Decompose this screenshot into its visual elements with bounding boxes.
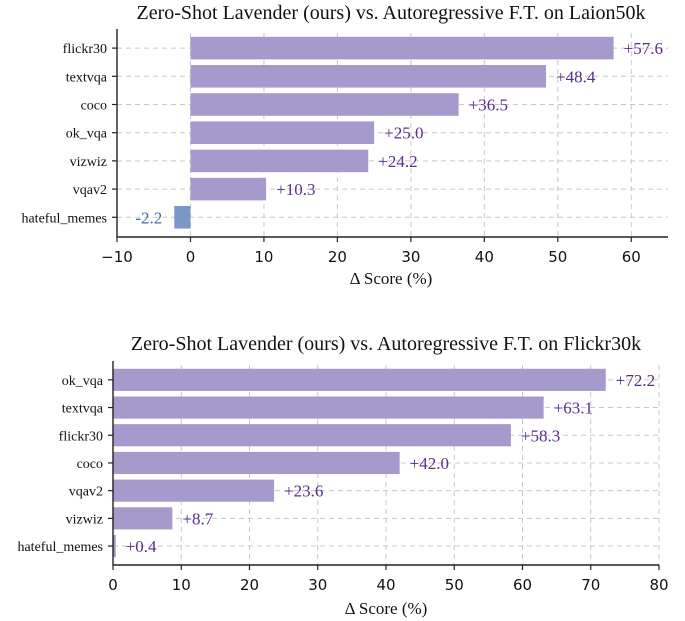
data-label: +25.0 [384,124,423,143]
data-label: +58.3 [521,426,560,445]
category-label: textvqa [62,402,104,417]
bar-textvqa [113,396,544,419]
x-tick-label: 10 [172,576,191,594]
bar-flickr30 [190,36,614,60]
x-tick-label: 30 [401,248,420,266]
category-label: ok_vqa [62,374,104,389]
data-labels: +72.2 +63.1 +58.3 +42.0 +23.6 +8.7 +0.4 [126,371,655,556]
category-label: coco [77,457,103,472]
x-tick-label: 0 [186,248,196,266]
bar-coco [190,93,459,116]
chart-title: Zero-Shot Lavender (ours) vs. Autoregres… [131,333,641,355]
bar-vqav2 [113,479,275,502]
bar-ok_vqa [113,368,606,391]
data-label: +57.6 [624,39,663,58]
data-label: +63.1 [554,399,593,418]
x-tick-label: 0 [108,576,118,594]
chart-title: Zero-Shot Lavender (ours) vs. Autoregres… [136,2,645,24]
x-tick-label: 20 [328,248,347,266]
x-tick-label: −10 [101,248,133,266]
x-tick-label: 50 [548,248,567,266]
category-label: ok_vqa [66,127,108,142]
bar-hateful_memes [113,534,116,558]
chart-laion50k: Zero-Shot Lavender (ours) vs. Autoregres… [21,2,668,288]
data-label: +48.4 [556,67,596,86]
category-label: flickr30 [59,429,103,444]
bars [113,368,606,558]
category-label: vizwiz [70,155,107,170]
data-label: +36.5 [469,96,508,115]
category-label: vqav2 [69,485,103,500]
x-tick-label: 20 [240,576,259,594]
x-axis-label: Δ Score (%) [345,599,428,618]
bar-hateful_memes [174,206,191,229]
category-label: flickr30 [63,42,107,57]
x-tick-label: 10 [254,248,273,266]
x-tick-labels: 0 10 20 30 40 50 60 70 80 [108,565,669,594]
bar-vizwiz [190,149,369,173]
data-label: +24.2 [378,152,417,171]
category-label: vizwiz [66,512,103,527]
x-tick-label: 30 [308,576,327,594]
x-tick-label: 70 [581,576,600,594]
data-label: +8.7 [182,509,213,528]
x-tick-label: 60 [622,248,641,266]
category-label: coco [81,99,107,114]
bar-flickr30 [113,424,511,447]
bar-ok_vqa [190,121,375,144]
bar-vizwiz [113,507,173,530]
category-label: hateful_memes [17,540,103,555]
x-tick-labels: −10 0 10 20 30 40 50 60 [101,237,641,266]
chart-flickr30k: Zero-Shot Lavender (ours) vs. Autoregres… [17,333,668,618]
bars [174,36,614,229]
data-labels: +57.6 +48.4 +36.5 +25.0 +24.2 +10.3 -2.2 [135,39,663,227]
category-label: textvqa [66,70,108,85]
data-label: -2.2 [135,208,162,227]
bar-vqav2 [190,177,267,201]
x-axis-label: Δ Score (%) [350,269,433,288]
data-label: +42.0 [410,454,449,473]
data-label: +0.4 [126,537,157,556]
x-tick-label: 40 [376,576,395,594]
category-label: hateful_memes [21,211,107,226]
x-tick-label: 80 [649,576,668,594]
data-label: +72.2 [616,371,655,390]
x-tick-label: 50 [445,576,464,594]
bar-coco [113,451,400,475]
x-tick-label: 60 [513,576,532,594]
data-label: +10.3 [276,180,315,199]
bar-textvqa [190,65,547,88]
data-label: +23.6 [284,482,323,501]
category-label: vqav2 [73,183,107,198]
x-tick-label: 40 [475,248,494,266]
